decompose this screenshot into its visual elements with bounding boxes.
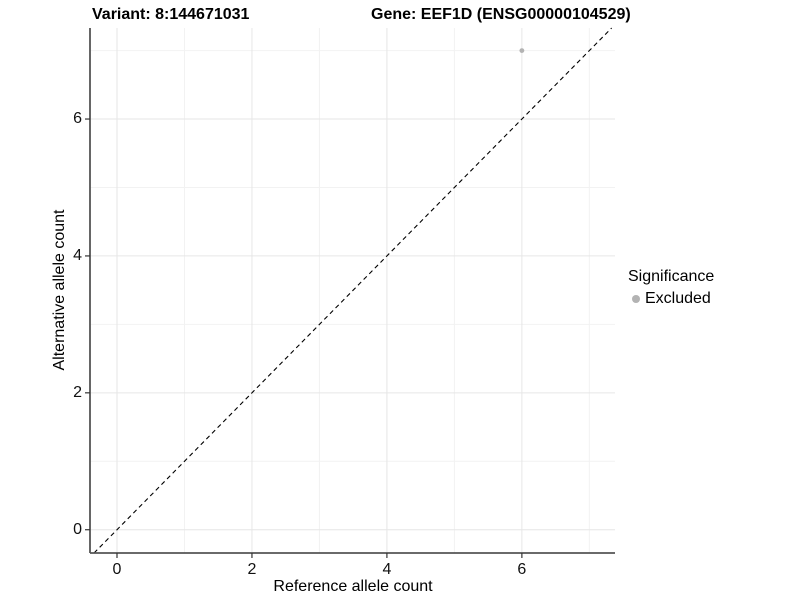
legend-item-excluded: Excluded (632, 289, 714, 308)
x-axis-title: Reference allele count (273, 578, 433, 595)
x-tick-label: 6 (517, 561, 527, 578)
y-tick-label: 4 (73, 246, 82, 264)
y-tick-label: 6 (73, 110, 82, 128)
plot-title-variant: Variant: 8:144671031 (92, 6, 250, 23)
data-points (519, 48, 525, 53)
y-axis-title: Alternative allele count (51, 209, 68, 371)
plot-title-gene: Gene: EEF1D (ENSG00000104529) (371, 6, 631, 23)
data-point (519, 48, 525, 53)
legend: Significance Excluded (628, 267, 714, 308)
x-tick-marks (116, 553, 523, 558)
x-tick-label: 2 (247, 561, 257, 578)
legend-marker-dot-icon (632, 294, 640, 303)
x-tick-label: 4 (382, 561, 392, 578)
y-tick-label: 2 (73, 383, 82, 401)
x-tick-label: 0 (112, 561, 122, 578)
gridlines-minor (90, 28, 615, 553)
gridlines-major (90, 28, 615, 553)
legend-item-label: Excluded (645, 290, 711, 307)
y-tick-label: 0 (73, 520, 82, 538)
y-tick-marks (85, 118, 90, 531)
identity-line (93, 27, 613, 554)
legend-title: Significance (628, 268, 715, 285)
